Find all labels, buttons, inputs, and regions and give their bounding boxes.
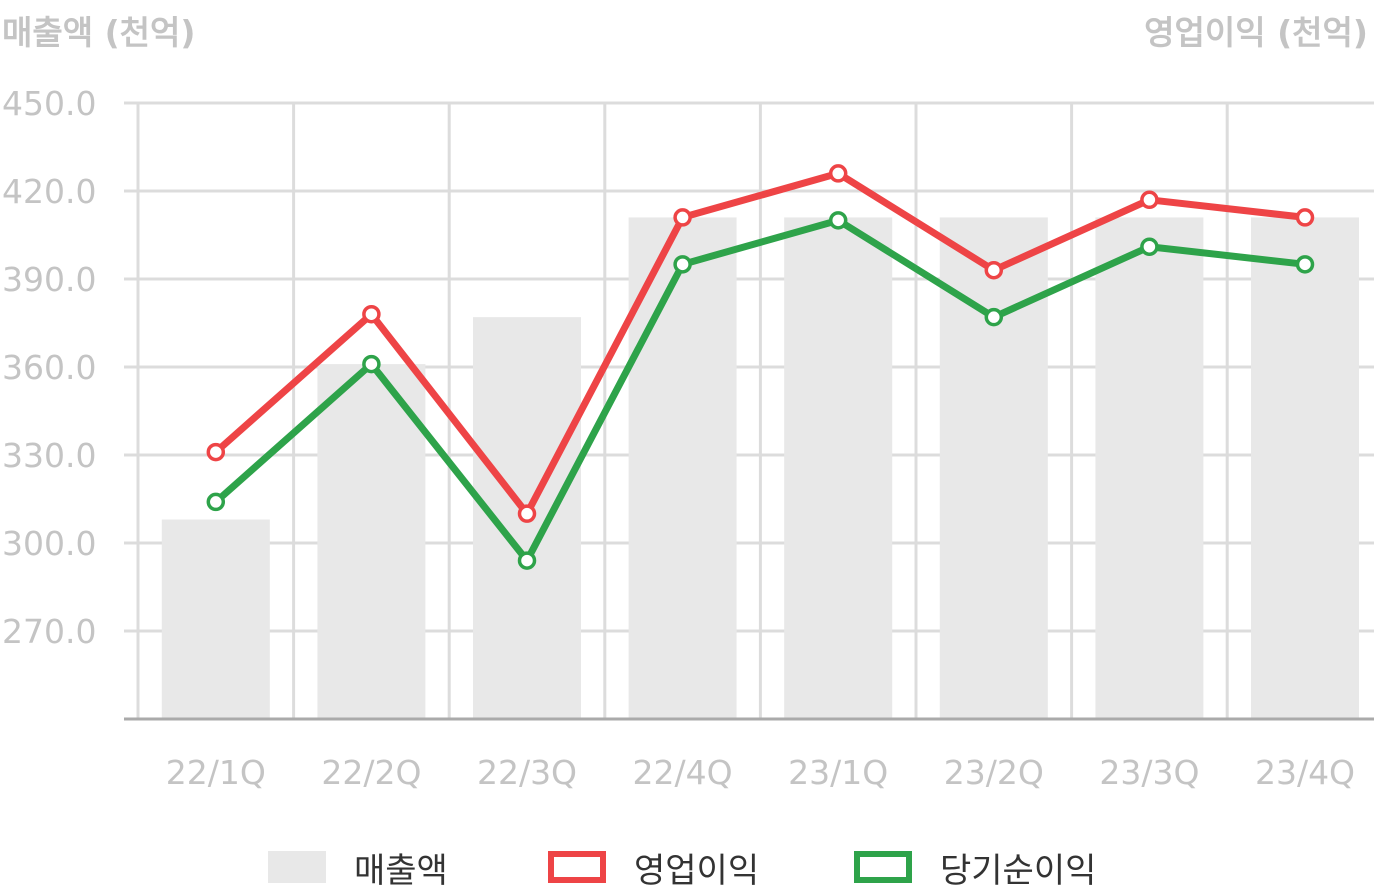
legend-swatch-operating-profit xyxy=(548,851,606,883)
point-당기순이익-22/4Q xyxy=(675,257,690,272)
x-tick-label: 22/1Q xyxy=(166,753,266,792)
legend-label-operating-profit: 영업이익 xyxy=(634,843,759,892)
point-당기순이익-22/1Q xyxy=(208,494,223,509)
point-당기순이익-23/1Q xyxy=(831,213,846,228)
y-tick-label: 390.0 xyxy=(2,260,96,299)
point-영업이익-23/3Q xyxy=(1142,192,1157,207)
point-영업이익-23/1Q xyxy=(831,166,846,181)
bar-23/3Q xyxy=(1095,217,1203,719)
y-tick-label: 360.0 xyxy=(2,348,96,387)
legend-swatch-net-income xyxy=(854,851,912,883)
point-당기순이익-22/3Q xyxy=(520,553,535,568)
point-당기순이익-23/2Q xyxy=(986,310,1001,325)
x-tick-label: 22/3Q xyxy=(477,753,577,792)
point-당기순이익-22/2Q xyxy=(364,357,379,372)
legend-item-net-income[interactable]: 당기순이익 xyxy=(854,850,1096,884)
x-tick-label: 23/3Q xyxy=(1099,753,1199,792)
y-tick-label: 270.0 xyxy=(2,612,96,651)
point-당기순이익-23/4Q xyxy=(1298,257,1313,272)
bar-23/1Q xyxy=(784,217,892,719)
point-영업이익-23/2Q xyxy=(986,263,1001,278)
chart-plot: 450.0 420.0 390.0 360.0 330.0 300.0 270.0 22/1Q… xyxy=(0,0,1374,840)
legend-item-revenue[interactable]: 매출액 xyxy=(268,850,448,884)
point-영업이익-22/2Q xyxy=(364,307,379,322)
legend-item-operating-profit[interactable]: 영업이익 xyxy=(548,850,759,884)
legend-label-revenue: 매출액 xyxy=(354,843,448,892)
y-tick-label: 450.0 xyxy=(2,84,96,123)
x-tick-label: 22/4Q xyxy=(633,753,733,792)
point-영업이익-23/4Q xyxy=(1298,210,1313,225)
legend-swatch-revenue xyxy=(268,851,326,883)
point-당기순이익-23/3Q xyxy=(1142,239,1157,254)
y-tick-label: 330.0 xyxy=(2,436,96,475)
legend-label-net-income: 당기순이익 xyxy=(940,843,1096,892)
point-영업이익-22/3Q xyxy=(520,506,535,521)
x-tick-label: 23/4Q xyxy=(1255,753,1355,792)
bar-22/1Q xyxy=(162,520,270,719)
point-영업이익-22/4Q xyxy=(675,210,690,225)
bar-23/4Q xyxy=(1251,217,1359,719)
x-tick-label: 22/2Q xyxy=(321,753,421,792)
legend: 매출액 영업이익 당기순이익 xyxy=(0,840,1374,892)
y-tick-label: 420.0 xyxy=(2,172,96,211)
point-영업이익-22/1Q xyxy=(208,445,223,460)
y-tick-label: 300.0 xyxy=(2,524,96,563)
x-tick-label: 23/2Q xyxy=(944,753,1044,792)
x-tick-label: 23/1Q xyxy=(788,753,888,792)
